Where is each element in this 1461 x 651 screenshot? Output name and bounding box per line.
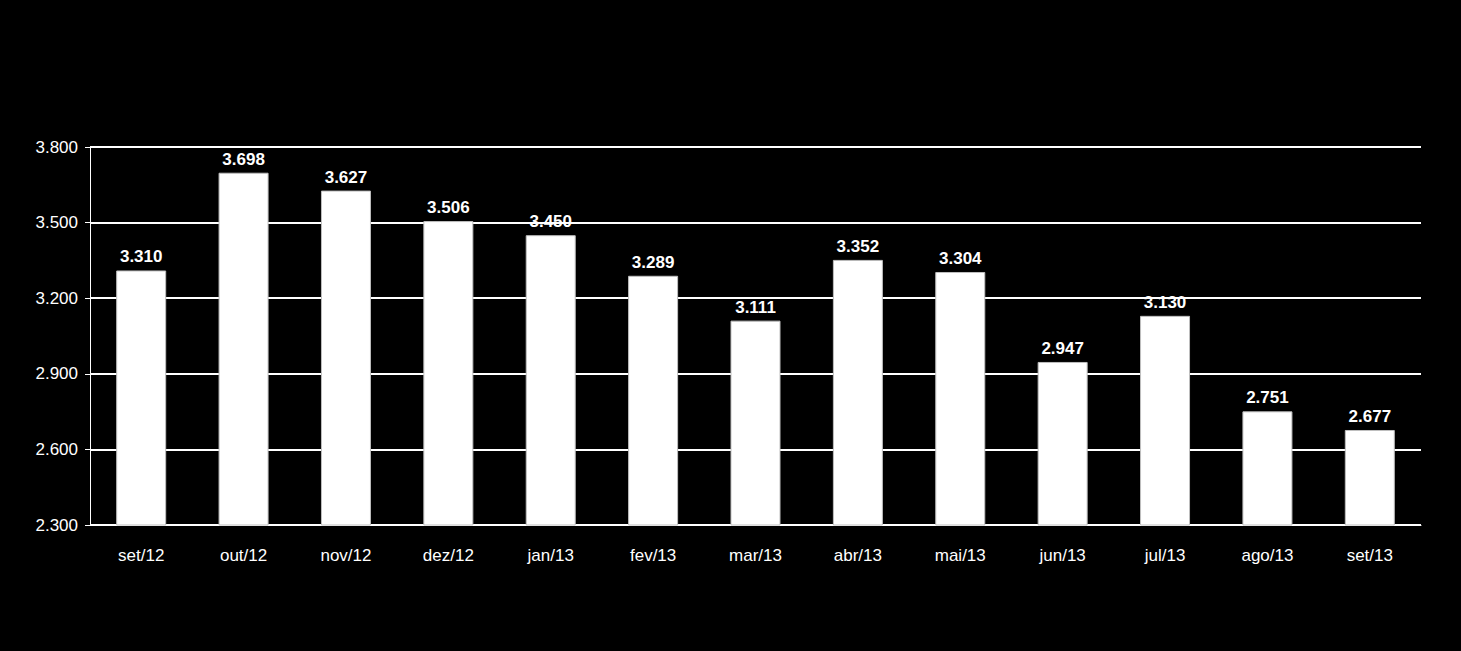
svg-text:3.310: 3.310 [120, 247, 163, 266]
svg-text:abr/13: abr/13 [834, 546, 882, 565]
svg-text:3.800: 3.800 [35, 138, 78, 157]
svg-text:jul/13: jul/13 [1144, 546, 1186, 565]
svg-text:2.751: 2.751 [1246, 388, 1289, 407]
svg-text:3.289: 3.289 [632, 253, 675, 272]
svg-text:ago/13: ago/13 [1241, 546, 1293, 565]
svg-text:fev/13: fev/13 [630, 546, 676, 565]
svg-text:2.900: 2.900 [35, 364, 78, 383]
svg-text:3.304: 3.304 [939, 249, 982, 268]
svg-text:3.627: 3.627 [325, 168, 368, 187]
svg-text:dez/12: dez/12 [423, 546, 474, 565]
svg-text:2.300: 2.300 [35, 516, 78, 535]
svg-text:mai/13: mai/13 [935, 546, 986, 565]
svg-text:3.450: 3.450 [529, 212, 572, 231]
svg-text:3.130: 3.130 [1144, 293, 1187, 312]
svg-text:2.600: 2.600 [35, 440, 78, 459]
svg-text:3.200: 3.200 [35, 289, 78, 308]
svg-text:set/13: set/13 [1347, 546, 1393, 565]
svg-text:jan/13: jan/13 [527, 546, 574, 565]
svg-text:mar/13: mar/13 [729, 546, 782, 565]
svg-text:3.698: 3.698 [222, 150, 265, 169]
svg-text:3.506: 3.506 [427, 198, 470, 217]
svg-text:out/12: out/12 [220, 546, 267, 565]
svg-text:set/12: set/12 [118, 546, 164, 565]
svg-text:2.947: 2.947 [1041, 339, 1084, 358]
svg-text:3.111: 3.111 [735, 298, 776, 317]
svg-text:3.352: 3.352 [837, 237, 880, 256]
svg-text:3.500: 3.500 [35, 213, 78, 232]
svg-text:nov/12: nov/12 [320, 546, 371, 565]
svg-text:2.677: 2.677 [1349, 407, 1392, 426]
svg-text:jun/13: jun/13 [1038, 546, 1085, 565]
